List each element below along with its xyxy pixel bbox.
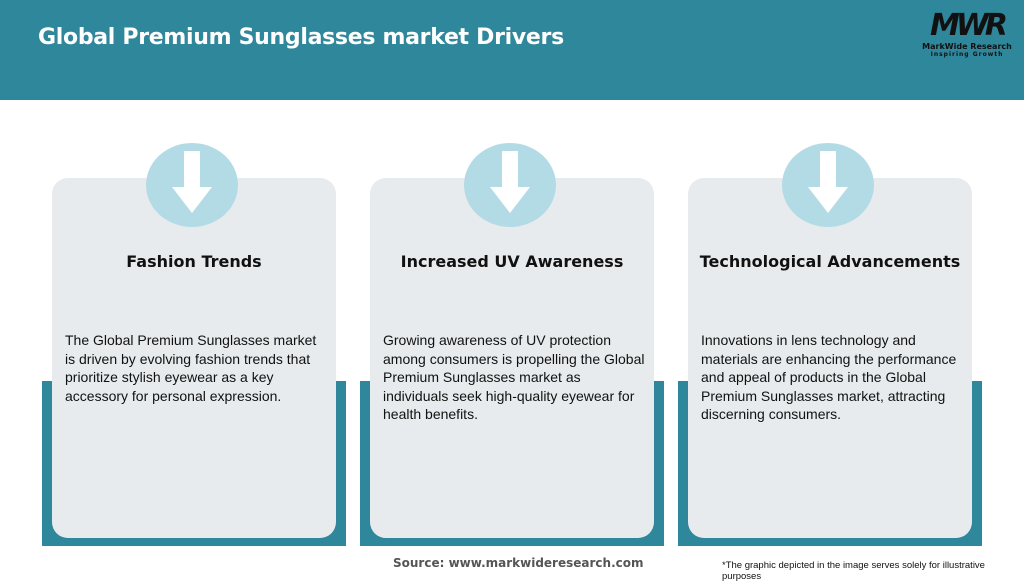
page-title: Global Premium Sunglasses market Drivers: [38, 25, 564, 50]
header-banner: Global Premium Sunglasses market Drivers…: [0, 0, 1024, 100]
card-title: Increased UV Awareness: [400, 252, 624, 271]
logo: MWR MarkWide Research Inspiring Growth: [922, 10, 1012, 59]
arrow-down-icon: [808, 151, 848, 213]
source-text: Source: www.markwideresearch.com: [393, 556, 644, 570]
logo-tagline: Inspiring Growth: [930, 51, 1004, 58]
card-title: Technological Advancements: [699, 252, 961, 271]
logo-name: MarkWide Research: [922, 42, 1012, 51]
driver-card: [370, 178, 654, 538]
card-title: Fashion Trends: [126, 252, 262, 271]
icon-circle: [464, 143, 556, 227]
arrow-down-icon: [172, 151, 212, 213]
card-body: Growing awareness of UV protection among…: [383, 332, 645, 422]
icon-circle: [782, 143, 874, 227]
logo-mark: MWR: [929, 8, 1008, 43]
driver-card: [688, 178, 972, 538]
driver-card: [52, 178, 336, 538]
card-body: The Global Premium Sunglasses market is …: [65, 332, 317, 404]
icon-circle: [146, 143, 238, 227]
arrow-down-icon: [490, 151, 530, 213]
card-body: Innovations in lens technology and mater…: [701, 332, 957, 422]
disclaimer-note: *The graphic depicted in the image serve…: [722, 560, 985, 582]
